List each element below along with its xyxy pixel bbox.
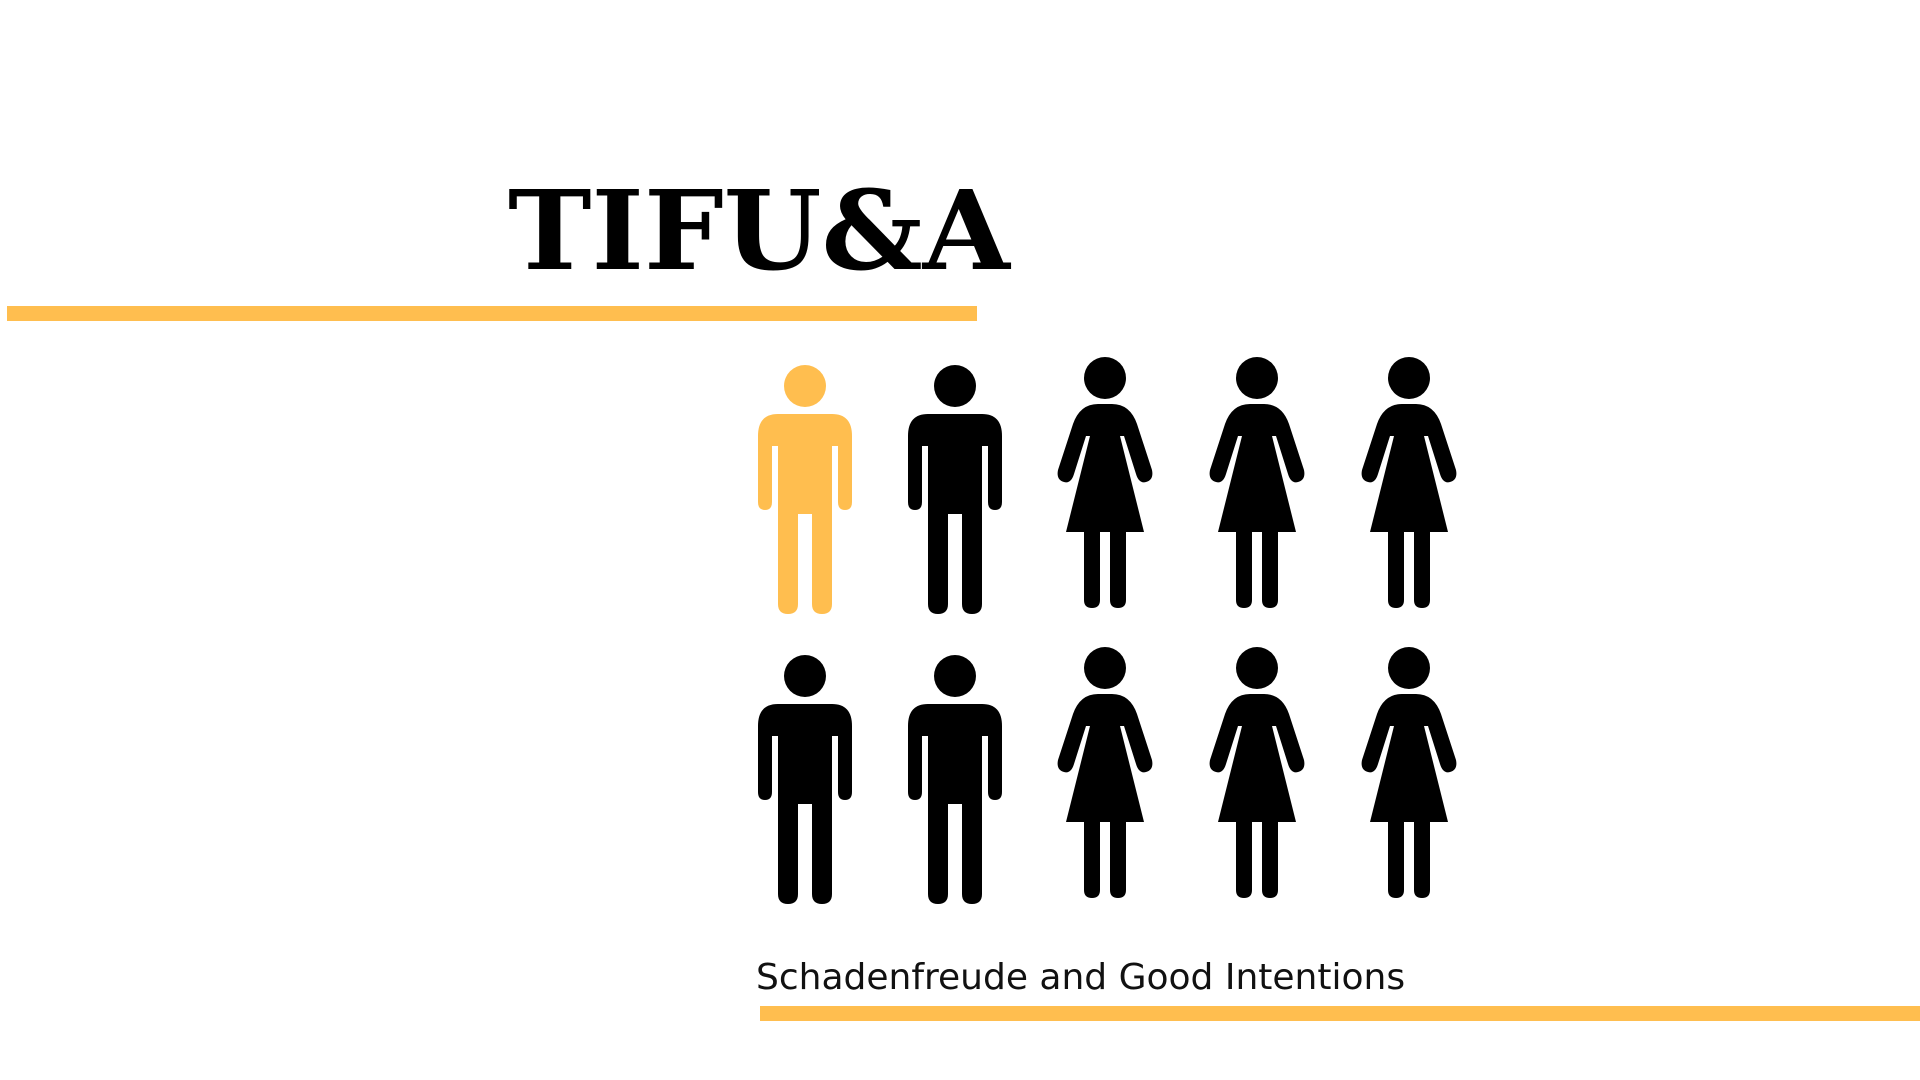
woman-icon (1192, 356, 1322, 616)
slide-title: TIFU&A (508, 166, 1010, 295)
man-icon (740, 654, 870, 914)
subtitle-underline (760, 1006, 1920, 1021)
man-icon (890, 654, 1020, 914)
woman-icon (1344, 356, 1474, 616)
woman-icon (1040, 356, 1170, 616)
title-underline (7, 306, 977, 321)
people-figures-grid (740, 357, 1500, 910)
man-icon (890, 364, 1020, 624)
woman-icon (1344, 646, 1474, 906)
man-icon (740, 364, 870, 624)
woman-icon (1192, 646, 1322, 906)
woman-icon (1040, 646, 1170, 906)
slide-subtitle: Schadenfreude and Good Intentions (756, 957, 1406, 998)
